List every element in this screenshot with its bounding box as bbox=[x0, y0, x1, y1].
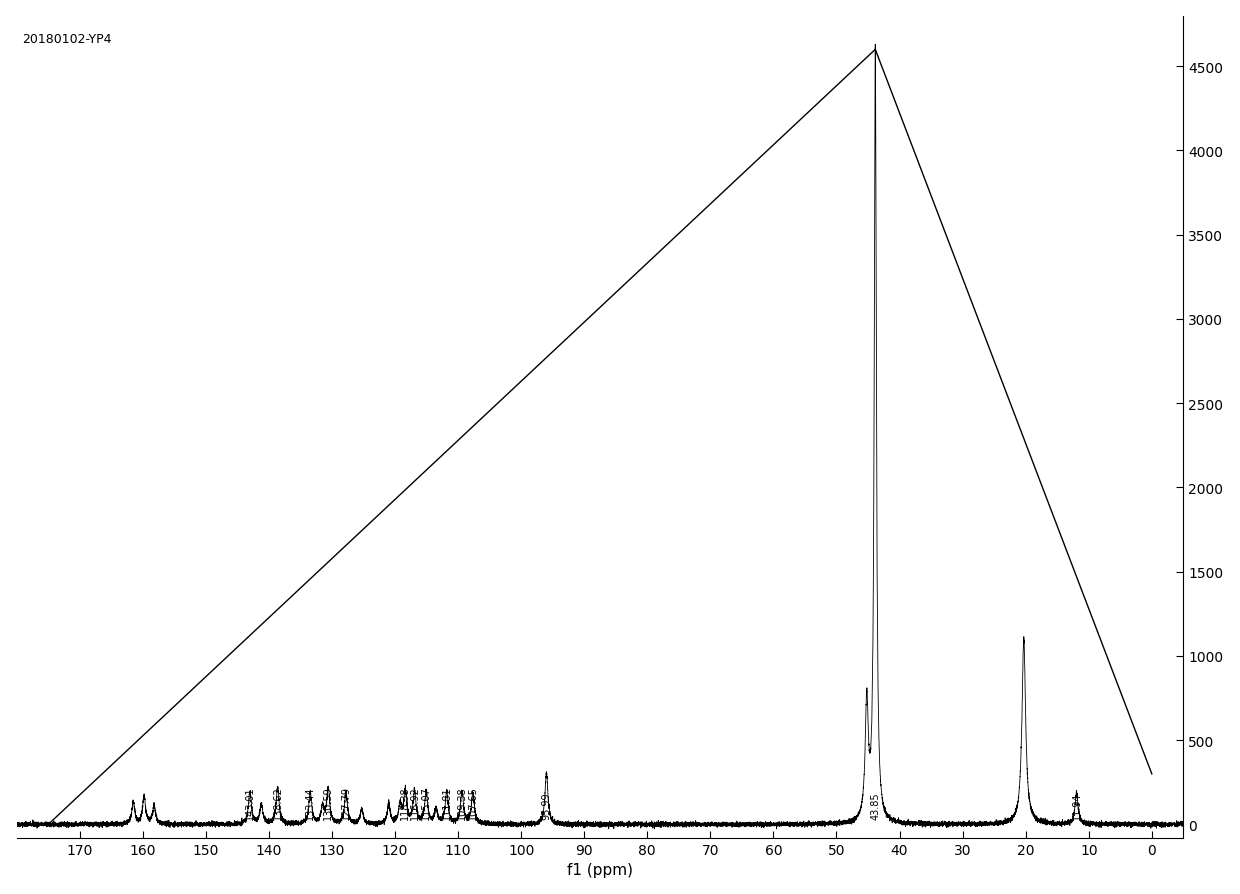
Text: 116.92: 116.92 bbox=[409, 786, 419, 820]
Text: 11.94: 11.94 bbox=[1071, 792, 1081, 820]
Text: 111.81: 111.81 bbox=[441, 786, 451, 820]
X-axis label: f1 (ppm): f1 (ppm) bbox=[567, 863, 632, 877]
Text: 95.99: 95.99 bbox=[542, 792, 552, 820]
Text: 143.01: 143.01 bbox=[246, 786, 255, 820]
Text: 133.44: 133.44 bbox=[305, 786, 315, 820]
Text: 127.79: 127.79 bbox=[341, 786, 351, 820]
Text: 118.38: 118.38 bbox=[401, 786, 410, 820]
Text: 43.85: 43.85 bbox=[870, 792, 880, 820]
Text: 109.38: 109.38 bbox=[458, 786, 467, 820]
Text: 20180102-YP4: 20180102-YP4 bbox=[22, 33, 112, 46]
Text: 107.65: 107.65 bbox=[467, 786, 477, 820]
Text: 130.59: 130.59 bbox=[324, 786, 334, 820]
Text: 115.07: 115.07 bbox=[422, 786, 432, 820]
Text: 138.62: 138.62 bbox=[273, 786, 283, 820]
